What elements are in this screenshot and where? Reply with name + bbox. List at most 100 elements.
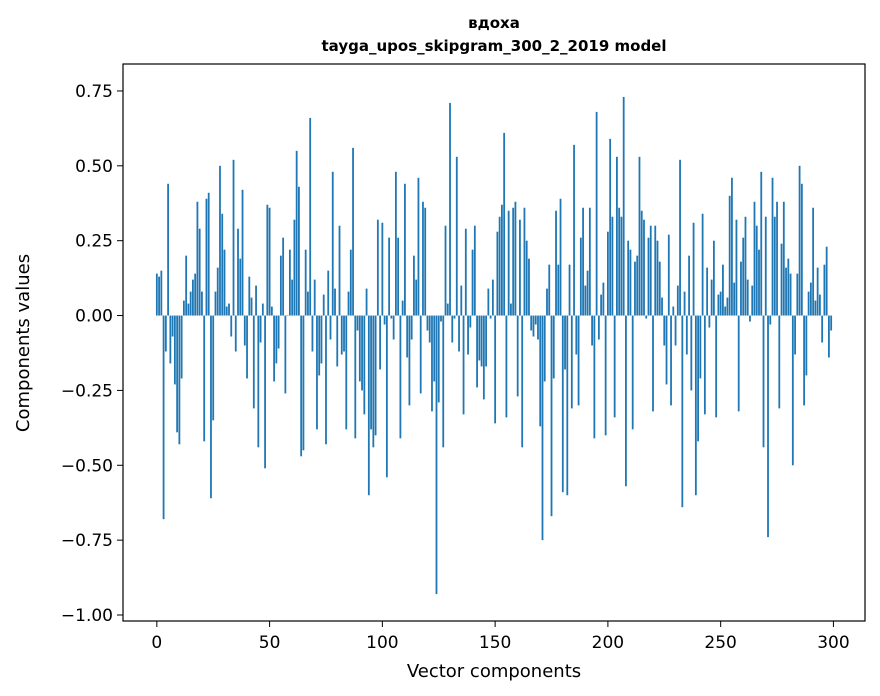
bar-15 bbox=[189, 291, 192, 316]
bar-167 bbox=[532, 315, 535, 337]
bar-175 bbox=[550, 315, 553, 517]
bar-150 bbox=[494, 315, 497, 424]
bar-85 bbox=[347, 291, 350, 316]
bar-207 bbox=[622, 96, 625, 316]
bar-121 bbox=[428, 315, 431, 343]
bar-28 bbox=[219, 165, 221, 316]
bar-233 bbox=[681, 315, 684, 508]
bar-118 bbox=[422, 201, 424, 316]
bar-129 bbox=[446, 303, 449, 316]
bar-94 bbox=[367, 315, 370, 496]
bar-242 bbox=[701, 213, 704, 316]
bar-228 bbox=[670, 315, 672, 406]
bar-289 bbox=[807, 291, 810, 316]
bar-138 bbox=[467, 315, 469, 355]
bar-21 bbox=[203, 315, 206, 442]
bar-236 bbox=[688, 255, 690, 316]
bar-258 bbox=[737, 315, 740, 412]
bar-178 bbox=[557, 264, 560, 316]
bar-76 bbox=[327, 270, 330, 316]
bar-110 bbox=[404, 183, 406, 316]
bar-27 bbox=[216, 267, 219, 316]
bar-55 bbox=[279, 255, 282, 316]
bar-239 bbox=[694, 315, 697, 496]
bar-66 bbox=[304, 249, 307, 316]
bar-288 bbox=[805, 315, 808, 376]
bar-18 bbox=[196, 201, 199, 316]
bar-287 bbox=[803, 315, 805, 406]
bar-106 bbox=[394, 171, 397, 316]
bar-56 bbox=[282, 237, 285, 316]
bar-47 bbox=[261, 303, 264, 316]
bar-203 bbox=[613, 315, 616, 418]
bar-48 bbox=[264, 315, 266, 469]
bar-212 bbox=[634, 261, 636, 316]
bar-155 bbox=[505, 315, 508, 418]
bar-116 bbox=[417, 177, 420, 316]
bar-160 bbox=[516, 315, 519, 397]
x-tick-label: 100 bbox=[366, 633, 398, 653]
bar-154 bbox=[503, 132, 506, 316]
bar-298 bbox=[828, 315, 830, 358]
bar-184 bbox=[570, 315, 573, 409]
bar-133 bbox=[455, 156, 458, 316]
bar-187 bbox=[577, 315, 580, 406]
bar-249 bbox=[717, 294, 720, 316]
bar-14 bbox=[187, 303, 190, 316]
bar-263 bbox=[749, 315, 751, 322]
bar-16 bbox=[192, 279, 194, 316]
y-tick-label: 0.00 bbox=[75, 307, 113, 327]
bar-206 bbox=[620, 216, 623, 316]
y-tick-label: −0.25 bbox=[61, 381, 113, 401]
bar-163 bbox=[523, 207, 526, 316]
y-axis-ticks: 0.75 0.50 0.25 0.00 −0.25 −0.50 −0.75 −1.00 bbox=[61, 82, 123, 626]
bar-174 bbox=[548, 264, 551, 316]
bar-42 bbox=[250, 297, 253, 316]
bar-81 bbox=[338, 225, 341, 316]
bar-40 bbox=[246, 315, 248, 379]
bar-109 bbox=[401, 300, 404, 316]
bar-97 bbox=[374, 315, 377, 436]
bar-69 bbox=[311, 315, 314, 352]
bar-100 bbox=[381, 222, 384, 316]
bar-170 bbox=[539, 315, 542, 427]
bar-33 bbox=[230, 315, 233, 337]
bar-190 bbox=[584, 285, 587, 316]
bar-91 bbox=[361, 315, 363, 391]
bar-117 bbox=[419, 315, 422, 394]
bar-252 bbox=[724, 306, 727, 316]
bar-141 bbox=[473, 225, 476, 316]
bar-71 bbox=[316, 315, 318, 430]
bar-221 bbox=[654, 225, 657, 316]
bar-152 bbox=[498, 216, 501, 316]
bar-51 bbox=[270, 306, 273, 316]
bar-268 bbox=[760, 171, 763, 316]
bar-189 bbox=[582, 207, 584, 316]
bar-237 bbox=[690, 315, 693, 391]
x-tick-label: 50 bbox=[259, 633, 281, 653]
bar-260 bbox=[742, 237, 745, 316]
bar-19 bbox=[198, 228, 201, 316]
bar-283 bbox=[794, 315, 796, 355]
bar-119 bbox=[424, 207, 427, 316]
bar-168 bbox=[534, 315, 537, 325]
bar-159 bbox=[514, 201, 517, 316]
bar-214 bbox=[638, 156, 641, 316]
bar-60 bbox=[291, 279, 294, 316]
bar-165 bbox=[528, 258, 530, 316]
bar-17 bbox=[194, 273, 197, 316]
plot-frame bbox=[122, 63, 866, 622]
bars-group bbox=[155, 96, 833, 595]
bar-113 bbox=[410, 315, 413, 340]
bar-183 bbox=[568, 264, 571, 316]
bar-35 bbox=[234, 315, 237, 352]
bar-53 bbox=[275, 315, 278, 364]
bar-101 bbox=[383, 315, 386, 325]
bar-145 bbox=[482, 315, 485, 400]
bar-7 bbox=[171, 315, 174, 337]
bar-278 bbox=[782, 201, 785, 316]
bar-191 bbox=[586, 270, 589, 316]
bar-229 bbox=[672, 306, 675, 316]
bar-201 bbox=[609, 138, 612, 316]
bar-218 bbox=[647, 237, 650, 316]
